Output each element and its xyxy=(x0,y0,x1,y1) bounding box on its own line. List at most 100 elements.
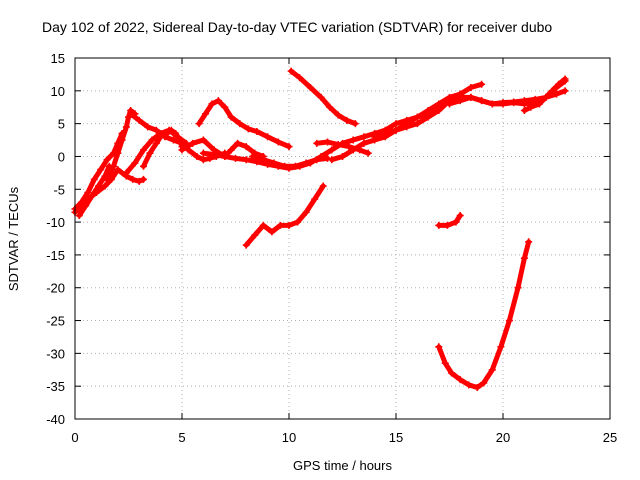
x-tick-label: 25 xyxy=(603,430,617,445)
data-series-17 xyxy=(520,75,569,115)
data-point xyxy=(259,221,267,229)
data-point xyxy=(77,198,85,206)
data-point xyxy=(82,202,90,210)
data-point xyxy=(510,99,518,107)
data-point xyxy=(520,107,528,115)
data-point xyxy=(364,149,372,157)
data-point xyxy=(317,93,325,101)
data-point xyxy=(349,136,357,144)
data-point xyxy=(144,123,152,131)
data-point xyxy=(249,152,257,160)
data-point xyxy=(311,195,319,203)
x-tick-label: 0 xyxy=(71,430,78,445)
data-point xyxy=(535,100,543,108)
data-series-7 xyxy=(122,126,190,177)
data-point xyxy=(214,97,222,105)
data-point xyxy=(478,80,486,88)
data-point xyxy=(561,75,569,83)
data-point xyxy=(199,149,207,157)
x-tick-label: 5 xyxy=(178,430,185,445)
y-axis-label: SDTVAR / TECUs xyxy=(6,186,21,291)
data-point xyxy=(291,162,299,170)
series-trace xyxy=(288,68,358,127)
y-tick-label: -10 xyxy=(46,215,65,230)
data-point xyxy=(473,383,481,391)
x-axis-label: GPS time / hours xyxy=(293,458,392,473)
data-point xyxy=(253,128,261,136)
data-point xyxy=(360,133,368,141)
data-point xyxy=(210,150,218,158)
data-series-20 xyxy=(435,238,533,391)
data-point xyxy=(118,136,126,144)
data-point xyxy=(403,123,411,131)
data-point xyxy=(441,359,449,367)
data-point xyxy=(274,138,282,146)
series-trace xyxy=(179,137,266,159)
data-point xyxy=(139,162,147,170)
data-point xyxy=(276,221,284,229)
y-tick-label: 10 xyxy=(51,84,65,99)
data-point xyxy=(467,84,475,92)
data-point xyxy=(152,126,160,134)
y-tick-label: 0 xyxy=(58,149,65,164)
grid xyxy=(75,58,610,419)
data-point xyxy=(542,93,550,101)
data-point xyxy=(392,120,400,128)
data-point xyxy=(505,317,513,325)
data-point xyxy=(424,107,432,115)
data-point xyxy=(456,212,464,220)
data-point xyxy=(296,74,304,82)
data-point xyxy=(270,159,278,167)
data-point xyxy=(84,189,92,197)
data-point xyxy=(435,100,443,108)
data-point xyxy=(343,116,351,124)
data-point xyxy=(326,103,334,111)
data-point xyxy=(208,100,216,108)
data-point xyxy=(174,133,182,141)
data-point xyxy=(193,152,201,160)
data-point xyxy=(234,139,242,147)
data-point xyxy=(328,156,336,164)
data-point xyxy=(95,182,103,190)
data-point xyxy=(101,182,109,190)
data-point xyxy=(349,146,357,154)
data-point xyxy=(114,166,122,174)
x-tick-label: 15 xyxy=(389,430,403,445)
data-series-11 xyxy=(249,152,332,170)
data-point xyxy=(202,110,210,118)
series-trace xyxy=(123,127,189,176)
data-point xyxy=(268,228,276,236)
data-series-12 xyxy=(287,67,359,128)
data-point xyxy=(129,175,137,183)
data-point xyxy=(413,113,421,121)
data-point xyxy=(446,100,453,108)
data-point xyxy=(319,182,327,190)
data-point xyxy=(139,175,147,183)
data-point xyxy=(169,136,177,144)
x-tick-label: 20 xyxy=(496,430,510,445)
data-series-19 xyxy=(435,212,464,229)
data-point xyxy=(122,169,130,177)
data-point xyxy=(514,284,522,292)
series-trace xyxy=(196,98,292,150)
data-point xyxy=(227,146,235,154)
data-point xyxy=(88,192,96,200)
data-point xyxy=(152,139,160,147)
series-trace xyxy=(436,213,463,228)
data-point xyxy=(285,143,293,151)
y-tick-label: 15 xyxy=(51,51,65,66)
data-point xyxy=(114,149,122,157)
data-point xyxy=(148,136,156,144)
data-point xyxy=(221,152,229,160)
data-point xyxy=(97,166,105,174)
data-point xyxy=(525,238,533,246)
data-point xyxy=(122,123,130,131)
data-point xyxy=(139,146,147,154)
data-point xyxy=(435,343,443,351)
data-point xyxy=(302,159,310,167)
series-trace xyxy=(436,239,532,390)
data-point xyxy=(328,146,336,154)
data-point xyxy=(75,212,83,220)
data-point xyxy=(339,152,346,160)
